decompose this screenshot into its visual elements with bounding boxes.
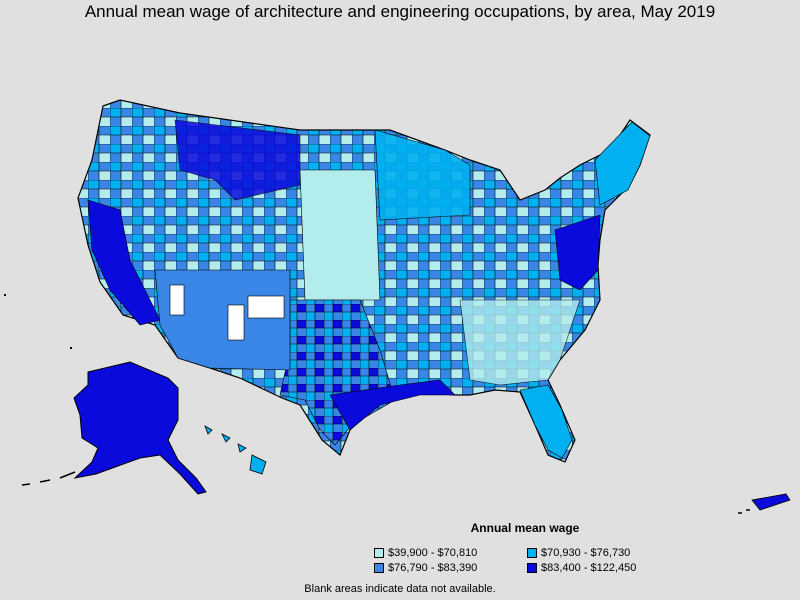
puerto-rico: [751, 493, 791, 511]
legend-title: Annual mean wage: [470, 521, 580, 535]
region-northwest: [174, 119, 301, 201]
legend-label-4: $83,400 - $122,450: [541, 562, 637, 574]
no-data-area: [247, 295, 285, 319]
legend-swatch-2: [527, 548, 537, 558]
region-florida: [519, 384, 573, 459]
legend-item-1: $39,900 - $70,810: [374, 547, 477, 559]
no-data-area: [227, 304, 245, 341]
region-new-england: [594, 121, 651, 206]
region-west-coast: [87, 199, 161, 326]
territory-marker: [4, 294, 6, 296]
territory-marker: [70, 347, 72, 349]
alaska: [73, 361, 207, 495]
region-southwest: [154, 269, 291, 371]
legend-swatch-3: [374, 563, 384, 573]
hawaii: [204, 425, 267, 475]
map-title: Annual mean wage of architecture and eng…: [84, 2, 716, 21]
region-southeast: [459, 299, 581, 386]
legend-item-3: $76,790 - $83,390: [374, 562, 477, 574]
legend-label-2: $70,930 - $76,730: [541, 547, 631, 559]
alaska-aleutians: [21, 471, 76, 486]
region-mid-atlantic: [554, 214, 601, 291]
region-gulf-coast: [329, 379, 456, 431]
region-plains: [299, 169, 381, 301]
no-data-area: [169, 284, 185, 316]
footnote: Blank areas indicate data not available.: [304, 583, 496, 595]
legend-item-4: $83,400 - $122,450: [527, 562, 636, 574]
legend-label-1: $39,900 - $70,810: [388, 547, 478, 559]
legend-item-2: $70,930 - $76,730: [527, 547, 630, 559]
legend-swatch-1: [374, 548, 384, 558]
legend-label-3: $76,790 - $83,390: [388, 562, 478, 574]
legend-swatch-4: [527, 563, 537, 573]
virgin-islands: [738, 509, 750, 514]
region-upper-midwest: [374, 129, 471, 221]
